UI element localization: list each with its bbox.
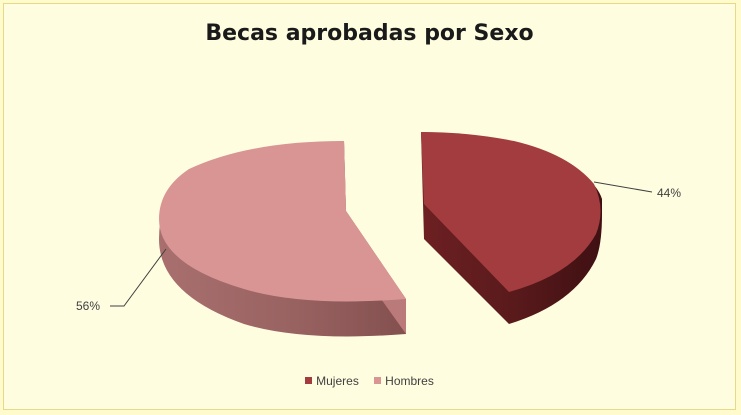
legend-item-mujeres: Mujeres bbox=[305, 374, 359, 388]
legend-item-hombres: Hombres bbox=[374, 374, 434, 388]
chart-title: Becas aprobadas por Sexo bbox=[205, 21, 534, 46]
legend-label-hombres: Hombres bbox=[385, 373, 434, 388]
chart-legend: Mujeres Hombres bbox=[4, 373, 735, 388]
legend-swatch-hombres bbox=[374, 377, 382, 384]
slice-mujeres-top bbox=[421, 132, 601, 292]
legend-label-mujeres: Mujeres bbox=[316, 373, 359, 388]
leader-line-hombres bbox=[110, 248, 167, 307]
data-label-hombres: 56% bbox=[76, 299, 100, 313]
pie-chart: 44% 56% bbox=[76, 132, 681, 337]
legend-swatch-mujeres bbox=[305, 377, 313, 384]
data-label-mujeres: 44% bbox=[657, 186, 681, 200]
chart-frame: Becas aprobadas por Sexo bbox=[3, 3, 736, 410]
slice-mujeres bbox=[421, 132, 602, 324]
leader-line-mujeres bbox=[593, 181, 653, 193]
slice-hombres bbox=[159, 141, 406, 337]
slice-hombres-top bbox=[159, 141, 406, 302]
